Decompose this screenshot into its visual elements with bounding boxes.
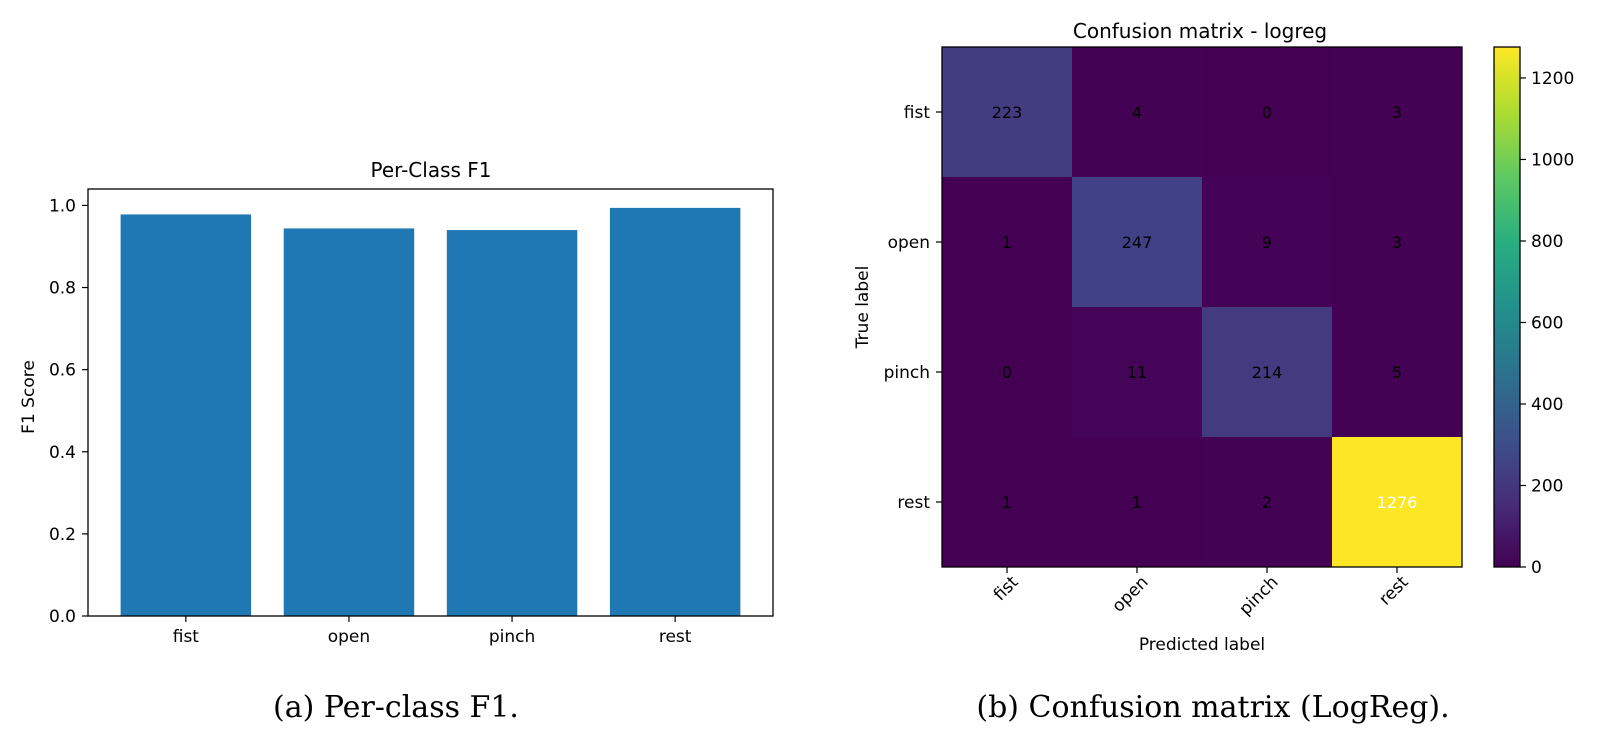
confusion-matrix-col-labels: fist open pinch rest xyxy=(990,567,1413,619)
cm-col-label: pinch xyxy=(1236,572,1283,619)
confusion-matrix-cells: 223 4 0 31 247 9 30 11 214 51 1 2 1276 xyxy=(942,47,1463,568)
bar-rest xyxy=(609,207,741,616)
bar-ytick-label: 1.0 xyxy=(49,196,76,216)
cm-cell-value: 1276 xyxy=(1377,493,1418,512)
cm-cell xyxy=(1332,437,1463,568)
cm-cell-value: 247 xyxy=(1122,233,1153,252)
bar-open xyxy=(283,228,415,616)
cm-cell-value: 11 xyxy=(1127,363,1147,382)
bar-chart-panel: Per-Class F1 F1 Score 0.0 0.2 0.4 0.6 0.8 1.0… xyxy=(19,158,774,725)
cm-cell-value: 9 xyxy=(1262,233,1272,252)
cm-cell xyxy=(1072,47,1203,178)
cm-col-label: open xyxy=(1108,572,1152,616)
bar-ytick-label: 0.4 xyxy=(49,443,76,463)
bar-chart-xticks: fist open pinch rest xyxy=(173,616,692,647)
cm-cell xyxy=(1332,177,1463,308)
cm-cell xyxy=(942,47,1073,178)
cm-col-label: fist xyxy=(990,572,1023,605)
cm-cell xyxy=(1202,307,1333,438)
bar-ytick-label: 0.8 xyxy=(49,279,76,299)
cm-cell xyxy=(1072,177,1203,308)
confusion-matrix-title: Confusion matrix - logreg xyxy=(1073,19,1327,43)
bar-pinch xyxy=(446,230,578,617)
cm-cell xyxy=(1202,437,1333,568)
cm-cell xyxy=(1072,307,1203,438)
confusion-matrix-panel: Confusion matrix - logreg 223 4 0 3 1 247 9 3 0 1… xyxy=(853,19,1574,725)
cm-cell-value: 214 xyxy=(1252,363,1283,382)
cm-cell-value: 1 xyxy=(1002,493,1012,512)
cm-cell xyxy=(1202,47,1333,178)
confusion-matrix-ylabel: True label xyxy=(853,266,873,350)
cm-cell xyxy=(1072,437,1203,568)
cm-cell-value: 1 xyxy=(1002,233,1012,252)
colorbar-tick-label: 600 xyxy=(1531,313,1563,333)
bar-chart-yticks: 0.0 0.2 0.4 0.6 0.8 1.0 xyxy=(49,196,88,627)
bar-xtick-label: open xyxy=(328,627,370,647)
bar-chart-caption: (a) Per-class F1. xyxy=(273,690,519,725)
cm-cell-value: 1 xyxy=(1132,493,1142,512)
cm-cell-value: 0 xyxy=(1262,103,1272,122)
cm-cell-value: 223 xyxy=(992,103,1023,122)
bar-ytick-label: 0.6 xyxy=(49,361,76,381)
confusion-matrix-caption: (b) Confusion matrix (LogReg). xyxy=(976,690,1449,725)
cm-cell xyxy=(942,437,1073,568)
bar-xtick-label: rest xyxy=(659,627,692,647)
bar-fist xyxy=(120,214,252,617)
cm-col-label: rest xyxy=(1375,572,1412,609)
colorbar-tick-label: 400 xyxy=(1531,395,1563,415)
confusion-matrix-row-labels: fist open pinch rest xyxy=(884,103,942,513)
colorbar-tick-label: 1000 xyxy=(1531,150,1574,170)
cm-cell-value: 2 xyxy=(1262,493,1272,512)
cm-cell-value: 3 xyxy=(1392,233,1402,252)
cm-cell xyxy=(1332,47,1463,178)
cm-cell xyxy=(942,307,1073,438)
bar-chart-bars xyxy=(120,207,741,617)
cm-cell xyxy=(1332,307,1463,438)
cm-row-label: fist xyxy=(904,103,931,123)
colorbar-tick-label: 0 xyxy=(1531,558,1542,578)
colorbar-tick-label: 1200 xyxy=(1531,69,1574,89)
cm-cell-value: 4 xyxy=(1132,103,1142,122)
bar-chart-ylabel: F1 Score xyxy=(19,360,39,434)
colorbar-ticks: 0 200 400 600 800 1000 1200 xyxy=(1520,69,1574,578)
cm-cell-value: 0 xyxy=(1002,363,1012,382)
colorbar-tick-label: 200 xyxy=(1531,476,1563,496)
bar-xtick-label: pinch xyxy=(489,627,535,647)
cm-row-label: open xyxy=(888,233,930,253)
confusion-matrix-xlabel: Predicted label xyxy=(1139,635,1265,655)
bar-chart-frame xyxy=(87,188,774,617)
cm-row-label: pinch xyxy=(884,363,930,383)
cm-cell xyxy=(1202,177,1333,308)
bar-ytick-label: 0.0 xyxy=(49,607,76,627)
colorbar xyxy=(1493,46,1521,568)
confusion-matrix-frame xyxy=(941,46,1463,568)
bar-xtick-label: fist xyxy=(173,627,200,647)
cm-cell xyxy=(942,177,1073,308)
cm-cell-value: 3 xyxy=(1392,103,1402,122)
bar-chart-title: Per-Class F1 xyxy=(370,158,491,182)
colorbar-tick-label: 800 xyxy=(1531,232,1563,252)
cm-cell-value: 5 xyxy=(1392,363,1402,382)
bar-ytick-label: 0.2 xyxy=(49,525,76,545)
cm-row-label: rest xyxy=(897,493,930,513)
